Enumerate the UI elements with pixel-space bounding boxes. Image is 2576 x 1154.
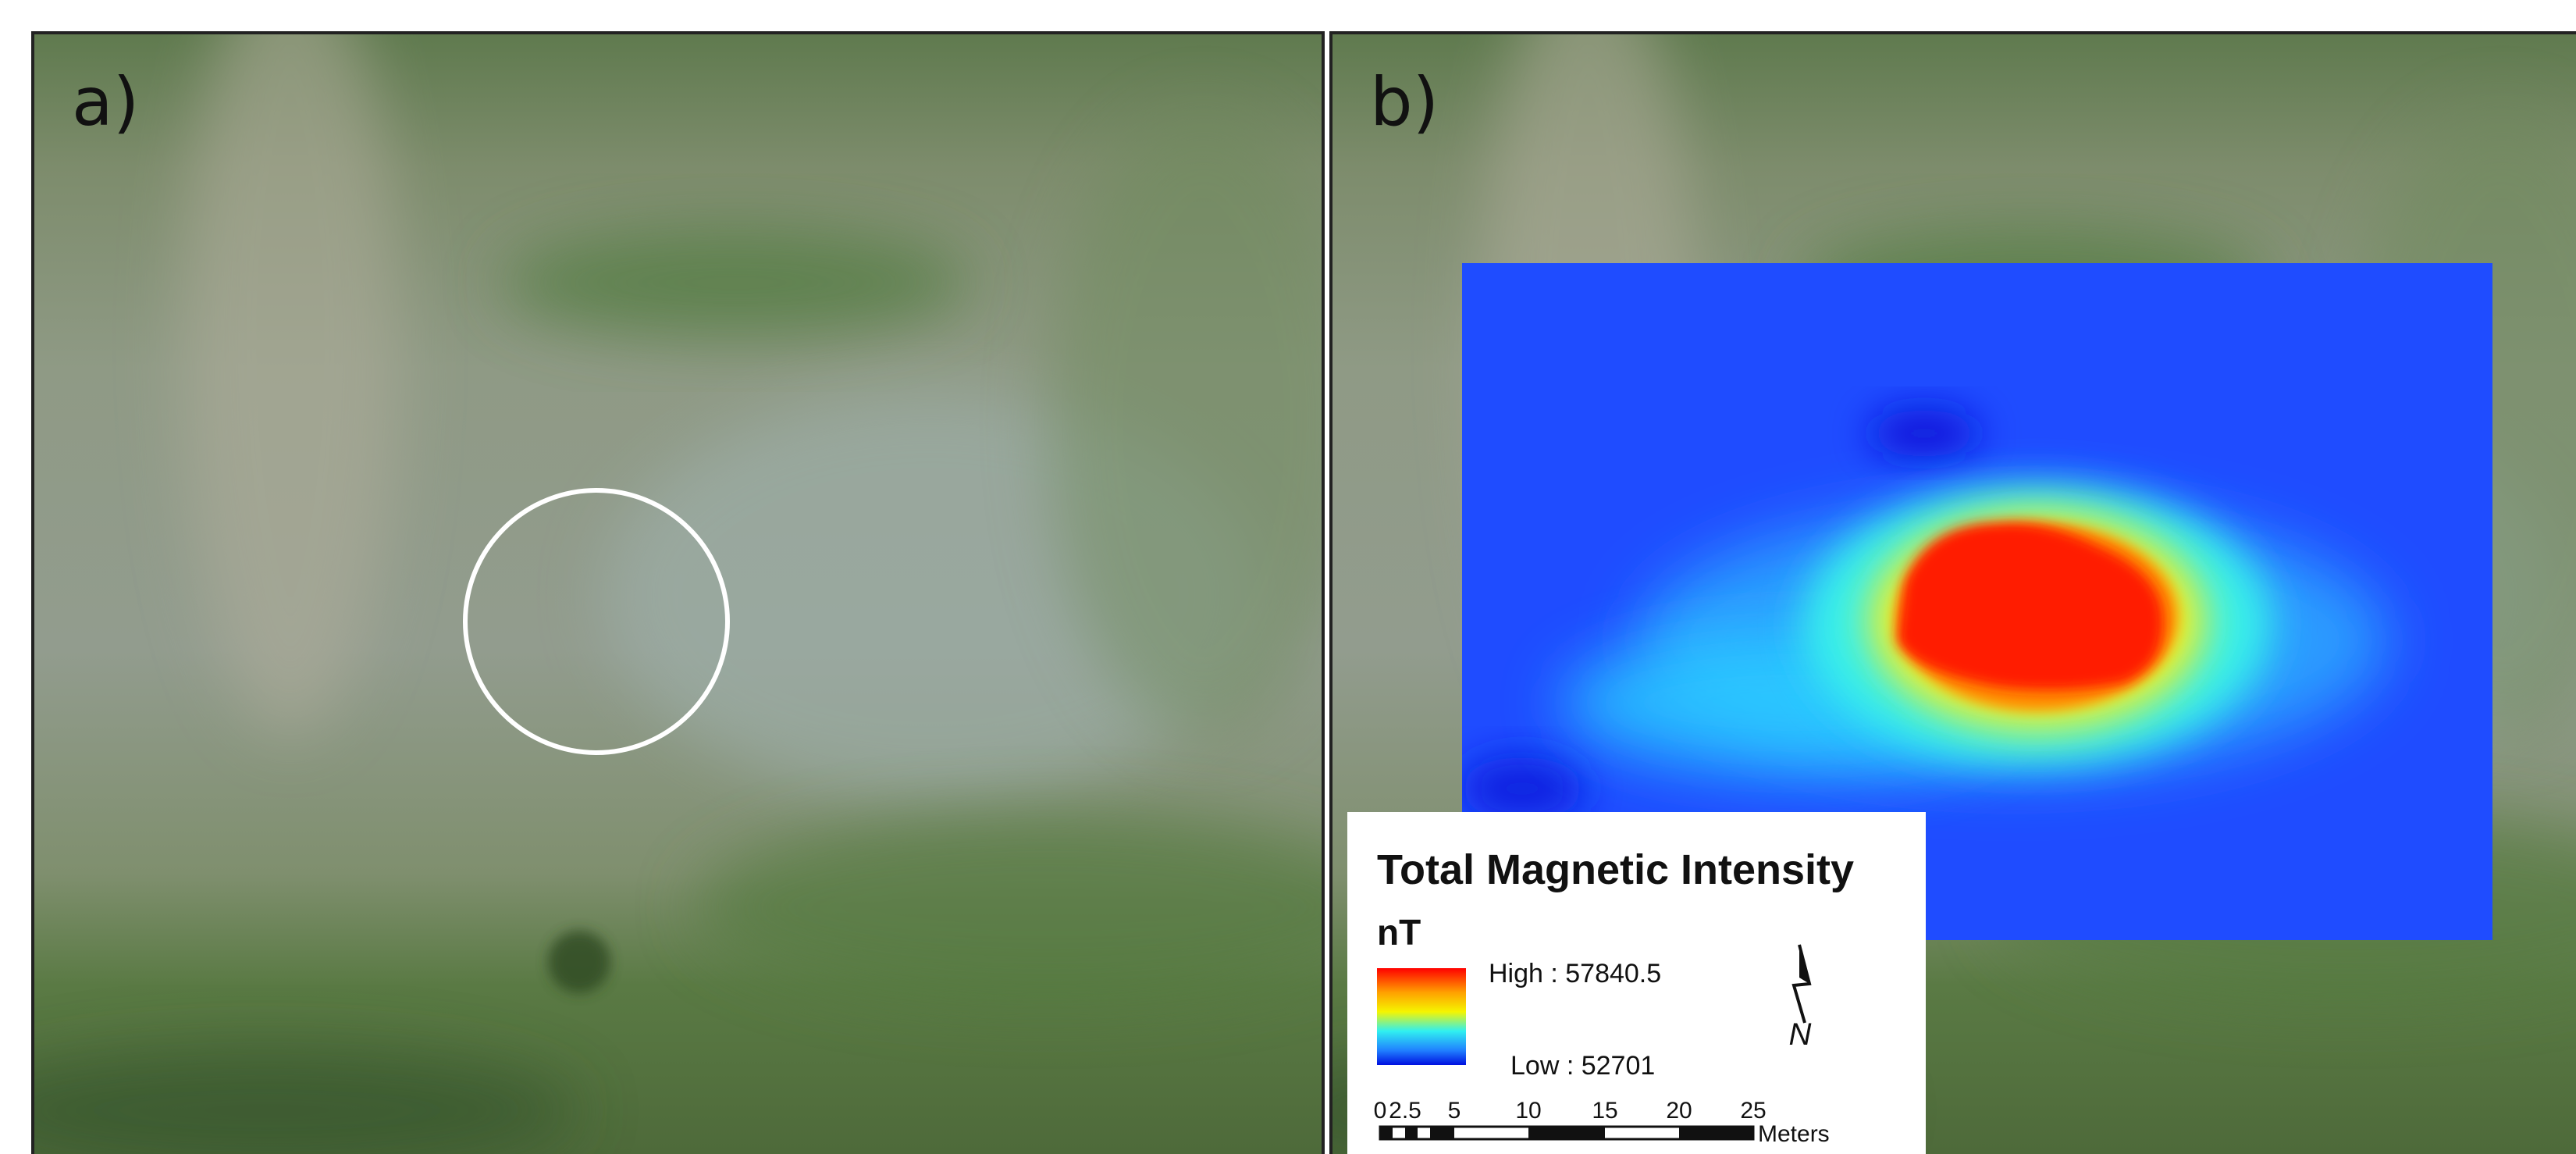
panel-label: a) bbox=[72, 63, 139, 141]
scale-tick: 25 bbox=[1740, 1098, 1766, 1124]
page: {"panels":[{"label":"a)"},{"label":"b)"}… bbox=[0, 0, 2576, 1154]
scale-segment bbox=[1679, 1127, 1753, 1139]
figure: a) b) Total Magnetic Intensity nT bbox=[0, 0, 2576, 1154]
scale-segment bbox=[1528, 1127, 1605, 1139]
heat-low bbox=[1460, 757, 1585, 820]
scale-tick: 2.5 bbox=[1389, 1098, 1421, 1124]
color-ramp bbox=[1377, 968, 1466, 1065]
panel-a bbox=[0, 0, 1399, 1154]
scale-tick: 10 bbox=[1515, 1098, 1541, 1124]
panel-label: b) bbox=[1370, 63, 1439, 141]
scale-tick: 5 bbox=[1448, 1098, 1461, 1124]
scale-segment bbox=[1405, 1127, 1418, 1139]
legend-unit: nT bbox=[1377, 912, 1421, 953]
scale-segment bbox=[1380, 1127, 1393, 1139]
legend-low: Low : 52701 bbox=[1510, 1051, 1655, 1081]
heat-low bbox=[1870, 410, 1979, 457]
north-label: N bbox=[1789, 1017, 1812, 1052]
legend-high: High : 57840.5 bbox=[1489, 959, 1661, 988]
scale-tick: 0 bbox=[1374, 1098, 1387, 1124]
legend: Total Magnetic Intensity nT High : 57840… bbox=[1347, 812, 1926, 1154]
scale-unit: Meters bbox=[1758, 1121, 1830, 1147]
scale-tick: 15 bbox=[1592, 1098, 1617, 1124]
legend-title: Total Magnetic Intensity bbox=[1377, 846, 1854, 893]
aerial-photo bbox=[0, 0, 1399, 1154]
scale-segment bbox=[1430, 1127, 1454, 1139]
scale-tick: 20 bbox=[1666, 1098, 1692, 1124]
